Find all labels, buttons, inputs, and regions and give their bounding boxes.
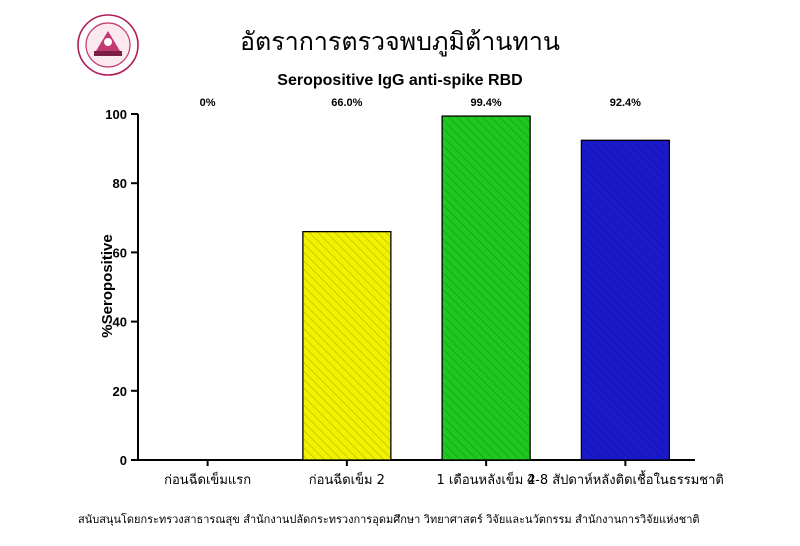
x-tick-label: ก่อนฉีดเข็ม 2	[309, 470, 385, 488]
x-tick-label: ก่อนฉีดเข็มแรก	[164, 470, 251, 488]
bars	[302, 115, 671, 461]
data-label: 99.4%	[471, 97, 502, 109]
y-tick-label: 100	[105, 107, 127, 122]
y-ticks: 0 20 40 60 80 100	[105, 107, 138, 468]
chart-subtitle: Seropositive IgG anti-spike RBD	[277, 72, 522, 89]
y-tick-label: 20	[113, 384, 127, 399]
x-tick-label: 1 เดือนหลังเข็ม 2	[437, 470, 536, 488]
data-label: 92.4%	[610, 97, 641, 109]
footer-text: สนับสนุนโดยกระทรวงสาธารณสุข สำนักงานปลัด…	[78, 512, 700, 526]
x-tick-labels: ก่อนฉีดเข็มแรก ก่อนฉีดเข็ม 2 1 เดือนหลังเข…	[164, 460, 724, 488]
chart-title: อัตราการตรวจพบภูมิต้านทาน	[240, 27, 560, 57]
logo-seal-icon	[77, 14, 139, 76]
data-labels: 0% 66.0% 99.4% 92.4%	[200, 97, 642, 109]
bar-hatch	[302, 231, 391, 460]
y-tick-label: 80	[113, 176, 127, 191]
bar-hatch	[442, 116, 531, 461]
data-label: 66.0%	[331, 97, 362, 109]
y-tick-label: 0	[120, 453, 127, 468]
y-axis-label: %Seropositive	[99, 234, 116, 337]
bar-hatch	[581, 140, 670, 460]
x-tick-label: 4-8 สัปดาห์หลังติดเชื้อในธรรมชาติ	[527, 470, 724, 488]
y-tick-label: 60	[113, 245, 127, 260]
y-tick-label: 40	[113, 315, 127, 330]
data-label: 0%	[200, 97, 216, 109]
